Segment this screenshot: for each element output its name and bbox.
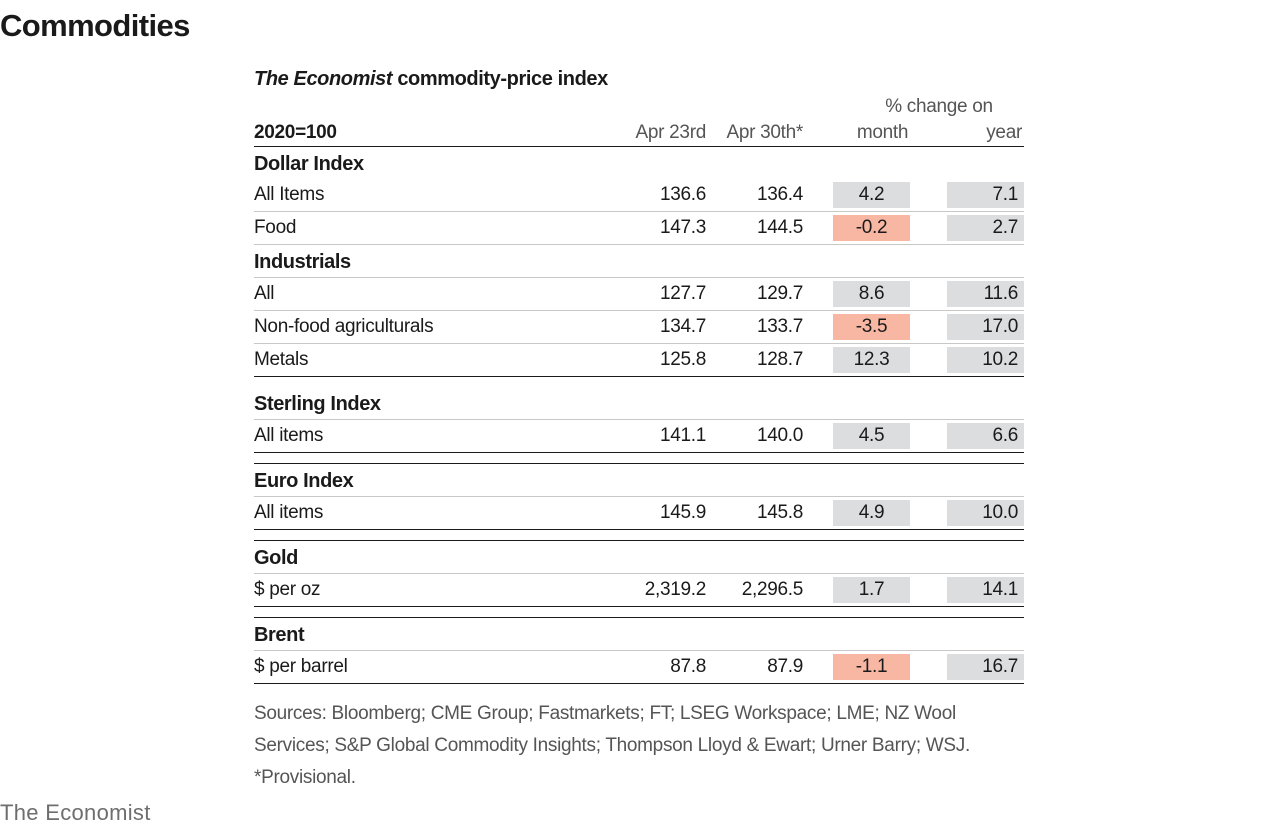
sources-note: Sources: Bloomberg; CME Group; Fastmarke… [254, 698, 1034, 794]
section-gap [254, 453, 1024, 463]
section-heading: Brent [254, 617, 1024, 651]
sources-line: Sources: Bloomberg; CME Group; Fastmarke… [254, 703, 956, 724]
table-row: All items 141.1 140.0 4.5 6.6 [254, 420, 1024, 453]
pct-change-header: % change on [885, 96, 993, 117]
col-header-apr30: Apr 30th* [726, 122, 803, 143]
header-row-top: % change on [254, 94, 1024, 120]
value-apr30: 87.9 [767, 656, 803, 677]
value-apr30: 145.8 [756, 502, 803, 523]
table-body: Dollar Index All Items 136.6 136.4 4.2 7.1 Foo… [254, 147, 1024, 684]
value-apr30: 2,296.5 [741, 579, 804, 600]
change-month-chip: -1.1 [833, 654, 910, 680]
table-row: $ per oz 2,319.2 2,296.5 1.7 14.1 [254, 574, 1024, 607]
row-label: Non-food agriculturals [254, 316, 434, 337]
page-title: Commodities [0, 8, 190, 43]
section-heading: Sterling Index [254, 387, 1024, 420]
row-label: All Items [254, 184, 325, 205]
value-apr23: 2,319.2 [644, 579, 707, 600]
change-month-chip: -3.5 [833, 314, 910, 340]
table-title-rest: commodity-price index [392, 68, 608, 90]
col-header-apr23: Apr 23rd [635, 122, 707, 143]
change-month-chip: 8.6 [833, 281, 910, 307]
header-row-columns: 2020=100 Apr 23rd Apr 30th* month year [254, 120, 1024, 147]
change-month-chip: -0.2 [833, 215, 910, 241]
row-label: Metals [254, 349, 309, 370]
commodity-price-table: The Economist commodity-price index % ch… [254, 64, 1024, 684]
change-year-chip: 10.2 [947, 347, 1024, 373]
value-apr23: 147.3 [659, 217, 706, 238]
table-row: Non-food agriculturals 134.7 133.7 -3.5 17.0 [254, 311, 1024, 344]
col-header-year: year [986, 122, 1022, 143]
value-apr23: 134.7 [659, 316, 706, 337]
provisional-note: *Provisional. [254, 767, 356, 788]
change-year-chip: 14.1 [947, 577, 1024, 603]
change-year-chip: 7.1 [947, 182, 1024, 208]
change-year-chip: 10.0 [947, 500, 1024, 526]
value-apr30: 133.7 [756, 316, 803, 337]
value-apr30: 144.5 [756, 217, 803, 238]
value-apr30: 129.7 [756, 283, 803, 304]
value-apr30: 140.0 [756, 425, 803, 446]
change-month-chip: 12.3 [833, 347, 910, 373]
section-heading: Euro Index [254, 463, 1024, 497]
value-apr23: 127.7 [659, 283, 706, 304]
section-gap [254, 377, 1024, 387]
table-title-publication: The Economist [254, 68, 393, 90]
value-apr23: 145.9 [659, 502, 706, 523]
change-month-chip: 4.2 [833, 182, 910, 208]
change-month-chip: 4.5 [833, 423, 910, 449]
table-row: All Items 136.6 136.4 4.2 7.1 [254, 179, 1024, 212]
sources-line: Services; S&P Global Commodity Insights;… [254, 735, 970, 756]
change-year-chip: 6.6 [947, 423, 1024, 449]
section-heading: Gold [254, 540, 1024, 574]
value-apr23: 136.6 [659, 184, 706, 205]
row-label: $ per barrel [254, 656, 348, 677]
change-month-chip: 1.7 [833, 577, 910, 603]
value-apr23: 125.8 [659, 349, 706, 370]
change-month-chip: 4.9 [833, 500, 910, 526]
row-label: All items [254, 425, 324, 446]
change-year-chip: 2.7 [947, 215, 1024, 241]
row-label: All items [254, 502, 324, 523]
section-heading: Dollar Index [254, 153, 364, 175]
section-gap [254, 530, 1024, 540]
section-gap [254, 607, 1024, 617]
row-label: Food [254, 217, 297, 238]
row-label: All [254, 283, 275, 304]
table-title: The Economist commodity-price index [254, 64, 1024, 94]
col-header-month: month [856, 122, 909, 143]
value-apr23: 87.8 [670, 656, 706, 677]
section-heading: Industrials [254, 245, 1024, 278]
table-row: All 127.7 129.7 8.6 11.6 [254, 278, 1024, 311]
change-year-chip: 17.0 [947, 314, 1024, 340]
value-apr30: 128.7 [756, 349, 803, 370]
brand-logo: The Economist [0, 800, 151, 825]
row-label: $ per oz [254, 579, 321, 600]
change-year-chip: 11.6 [947, 281, 1024, 307]
table-row: Food 147.3 144.5 -0.2 2.7 [254, 212, 1024, 245]
value-apr23: 141.1 [659, 425, 706, 446]
base-label: 2020=100 [254, 122, 337, 143]
value-apr30: 136.4 [756, 184, 803, 205]
table-row: $ per barrel 87.8 87.9 -1.1 16.7 [254, 651, 1024, 684]
change-year-chip: 16.7 [947, 654, 1024, 680]
table-row: Metals 125.8 128.7 12.3 10.2 [254, 344, 1024, 377]
table-row: All items 145.9 145.8 4.9 10.0 [254, 497, 1024, 530]
